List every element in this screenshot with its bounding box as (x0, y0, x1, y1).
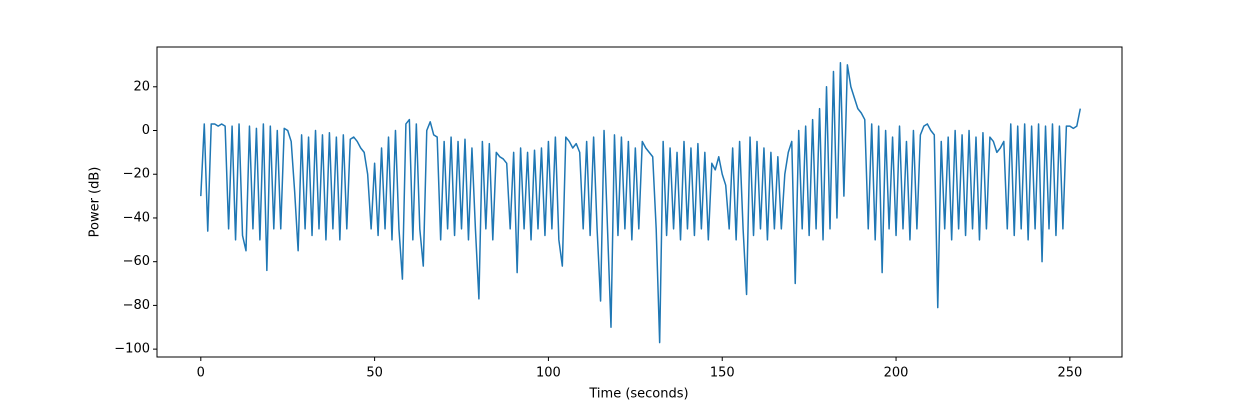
data-line (200, 61, 1082, 344)
x-tick-label: 150 (710, 366, 735, 381)
x-tick-label: 0 (197, 366, 205, 381)
y-tick-label: −40 (123, 210, 150, 225)
y-tick-label: −100 (114, 342, 150, 357)
y-tick-label: −80 (123, 298, 150, 313)
x-tick-label: 50 (366, 366, 383, 381)
x-axis-label: Time (seconds) (588, 387, 688, 401)
y-axis-label: Power (dB) (88, 167, 103, 238)
x-tick-label: 200 (884, 366, 909, 381)
y-tick-label: 0 (142, 123, 150, 138)
plot-frame (156, 46, 1123, 358)
x-tick-label: 250 (1057, 366, 1082, 381)
y-tick-label: 20 (133, 79, 150, 94)
y-tick-label: −60 (123, 254, 150, 269)
y-tick-label: −20 (123, 167, 150, 182)
x-tick-label: 100 (536, 366, 561, 381)
